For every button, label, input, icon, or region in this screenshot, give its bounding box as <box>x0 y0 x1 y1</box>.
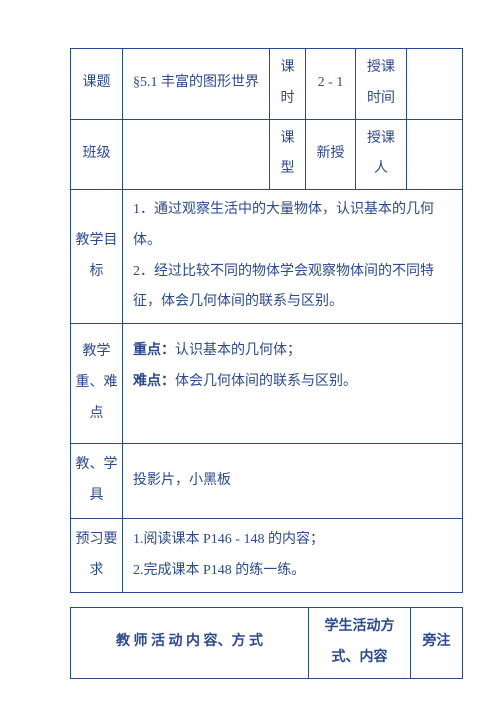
value-keypoints: 重点：认识基本的几何体； 难点：体会几何体间的联系与区别。 <box>123 324 463 444</box>
value-class <box>123 119 270 190</box>
value-preview: 1.阅读课本 P146 - 148 的内容； 2.完成课本 P148 的练一练。 <box>123 518 463 593</box>
keypoints-key: 重点：认识基本的几何体； <box>133 336 456 367</box>
label-preview: 预习要求 <box>71 518 123 593</box>
goals-line1: 1．通过观察生活中的大量物体，认识基本的几何体。 <box>133 195 456 257</box>
preview-line1: 1.阅读课本 P146 - 148 的内容； <box>133 525 456 556</box>
value-topic: §5.1 丰富的图形世界 <box>123 49 270 120</box>
label-teacher: 授课人 <box>356 119 407 190</box>
value-type: 新授 <box>306 119 356 190</box>
keypoints-diff: 难点：体会几何体间的联系与区别。 <box>133 367 456 398</box>
lesson-plan-page: 课题 §5.1 丰富的图形世界 课时 2 - 1 授课时间 班级 课型 新授 授… <box>0 0 502 709</box>
value-teachtime <box>407 49 463 120</box>
value-period: 2 - 1 <box>306 49 356 120</box>
label-class: 班级 <box>71 119 123 190</box>
key-prefix: 重点： <box>133 343 175 358</box>
activity-header-table: 教 师 活 动 内 容、方 式 学生活动方式、内容 旁注 <box>70 607 463 679</box>
label-type: 课型 <box>270 119 306 190</box>
value-tools: 投影片，小黑板 <box>123 444 463 519</box>
value-teacher <box>407 119 463 190</box>
lesson-plan-table: 课题 §5.1 丰富的图形世界 课时 2 - 1 授课时间 班级 课型 新授 授… <box>70 48 463 593</box>
label-teachtime: 授课时间 <box>356 49 407 120</box>
header-teacher-activity: 教 师 活 动 内 容、方 式 <box>71 608 309 679</box>
preview-line2: 2.完成课本 P148 的练一练。 <box>133 556 456 587</box>
label-tools: 教、学具 <box>71 444 123 519</box>
value-goals: 1．通过观察生活中的大量物体，认识基本的几何体。 2．经过比较不同的物体学会观察… <box>123 190 463 324</box>
header-student-activity: 学生活动方式、内容 <box>309 608 411 679</box>
label-period: 课时 <box>270 49 306 120</box>
goals-line2: 2．经过比较不同的物体学会观察物体间的不同特征，体会几何体间的联系与区别。 <box>133 257 456 319</box>
key-text: 认识基本的几何体； <box>175 343 301 358</box>
label-goals: 教学目标 <box>71 190 123 324</box>
label-keypoints: 教学重、难点 <box>71 324 123 444</box>
header-notes: 旁注 <box>411 608 463 679</box>
diff-text: 体会几何体间的联系与区别。 <box>175 374 357 389</box>
diff-prefix: 难点： <box>133 374 175 389</box>
label-topic: 课题 <box>71 49 123 120</box>
